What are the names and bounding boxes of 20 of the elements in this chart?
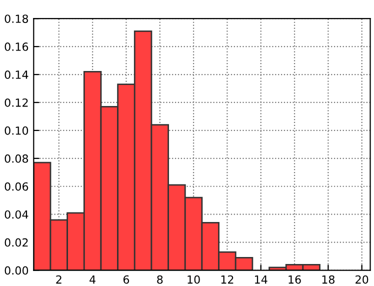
y-tick-label: 0.18 <box>4 14 28 23</box>
y-tick-label: 0.06 <box>4 182 28 191</box>
x-tick-label: 12 <box>221 275 234 284</box>
y-tick-label: 0.04 <box>4 210 28 219</box>
x-tick-label: 20 <box>356 275 368 284</box>
x-tick-label: 2 <box>56 275 62 284</box>
y-tick-label: 0.14 <box>4 70 28 79</box>
x-tick-label: 10 <box>188 275 200 284</box>
y-tick-label: 0.10 <box>4 126 28 135</box>
x-tick-label: 16 <box>288 275 301 284</box>
x-tick-label: 8 <box>157 275 163 284</box>
x-tick-label: 4 <box>90 275 96 284</box>
y-tick-label: 0.02 <box>4 238 28 247</box>
x-tick-label: 14 <box>255 275 268 284</box>
y-tick-label: 0.16 <box>4 42 28 51</box>
y-tick-label: 0.08 <box>4 154 28 163</box>
y-tick-label: 0.00 <box>4 266 28 275</box>
y-tick-label: 0.12 <box>4 98 28 107</box>
x-tick-label: 6 <box>123 275 130 284</box>
x-tick-label: 18 <box>322 275 334 284</box>
